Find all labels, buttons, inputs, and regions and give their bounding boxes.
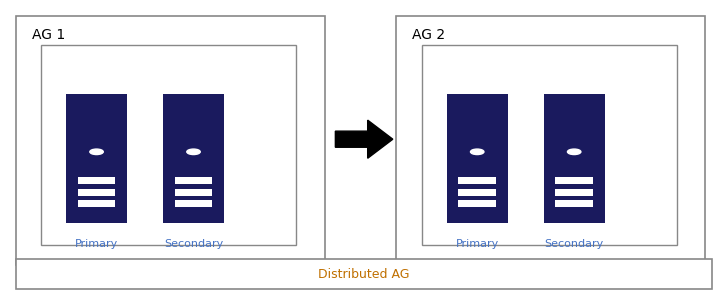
Circle shape — [471, 149, 484, 155]
Bar — [78, 200, 115, 207]
Text: AG 2: AG 2 — [412, 28, 446, 42]
Bar — [459, 189, 496, 196]
Circle shape — [90, 149, 103, 155]
Bar — [163, 94, 224, 223]
Circle shape — [567, 149, 581, 155]
Text: AG 1: AG 1 — [32, 28, 65, 42]
Bar — [16, 259, 712, 289]
Bar — [555, 189, 593, 196]
Bar — [459, 177, 496, 184]
Bar — [174, 177, 213, 184]
Bar — [174, 200, 213, 207]
Circle shape — [187, 149, 200, 155]
Bar — [41, 45, 296, 245]
Bar — [66, 94, 127, 223]
Bar — [555, 200, 593, 207]
Bar — [447, 94, 508, 223]
Bar — [544, 94, 605, 223]
Bar — [174, 189, 213, 196]
Text: Secondary: Secondary — [544, 239, 603, 249]
Text: Primary: Primary — [456, 239, 499, 249]
Bar — [78, 177, 115, 184]
Bar — [397, 16, 705, 265]
Bar — [555, 177, 593, 184]
FancyArrow shape — [335, 120, 393, 158]
Bar — [459, 200, 496, 207]
Text: Primary: Primary — [75, 239, 118, 249]
Bar — [16, 16, 324, 265]
Text: Secondary: Secondary — [164, 239, 223, 249]
Bar — [422, 45, 676, 245]
Bar — [78, 189, 115, 196]
Text: Distributed AG: Distributed AG — [319, 268, 410, 281]
